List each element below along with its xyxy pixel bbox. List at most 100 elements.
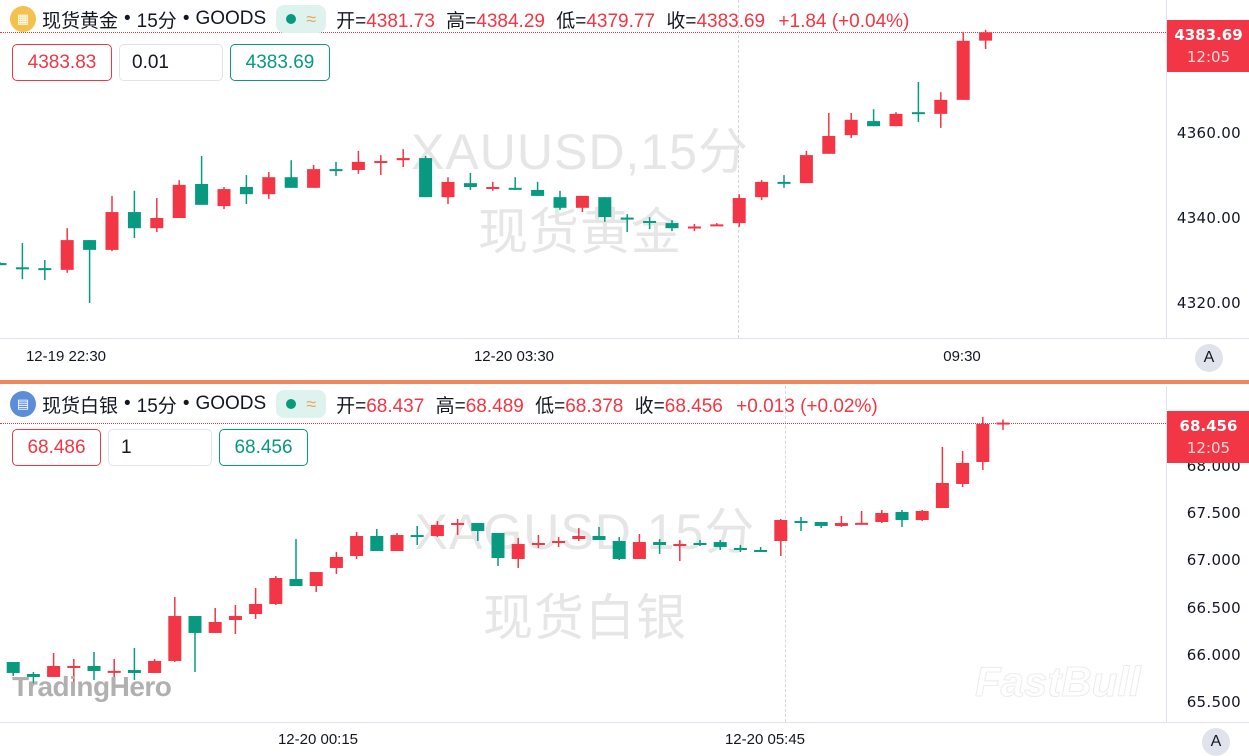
candle: [195, 155, 209, 205]
silver-candles: [6, 416, 1010, 689]
candle: [208, 607, 222, 633]
candle-body: [26, 674, 40, 677]
candle-body: [915, 511, 929, 521]
candle: [552, 537, 566, 547]
source: GOODS: [195, 393, 267, 414]
source: GOODS: [195, 8, 267, 29]
candle: [463, 172, 477, 190]
ohlc-values: 开=4381.73 高=4384.29 低=4379.77 收=4383.69 …: [336, 6, 909, 33]
time-axis[interactable]: 12-19 22:30 12-20 03:30 09:30 A: [0, 338, 1249, 380]
candle: [329, 161, 343, 176]
candle-body: [687, 226, 701, 229]
interval[interactable]: 15分: [136, 10, 177, 32]
last-price: 68.456: [1179, 416, 1238, 435]
candle: [612, 537, 626, 561]
candle: [105, 195, 119, 252]
candle: [284, 160, 298, 188]
candle-body: [653, 542, 667, 545]
auto-scale-button[interactable]: A: [1202, 728, 1230, 756]
sell-button[interactable]: 68.486: [12, 429, 101, 466]
candle-body: [127, 212, 141, 229]
candle-body: [889, 113, 903, 127]
candle-body: [350, 535, 364, 557]
candle-body: [329, 556, 343, 568]
candle-body: [195, 184, 209, 205]
time-axis[interactable]: 12-20 00:15 12-20 05:45 A: [0, 722, 1249, 756]
candle-body: [511, 544, 525, 559]
quantity-input[interactable]: 0.01: [119, 44, 223, 81]
candle-body: [0, 263, 7, 266]
price-tick-label: 65.500: [1186, 693, 1241, 712]
candle: [531, 181, 545, 196]
pane-separator[interactable]: [0, 380, 1249, 384]
quantity-input[interactable]: 1: [108, 429, 212, 466]
candle-body: [430, 525, 444, 536]
fastbull-logo: FastBull: [975, 658, 1142, 706]
candle: [419, 155, 433, 198]
candle-body: [307, 169, 321, 188]
price-tick-label: 4340.00: [1176, 209, 1241, 227]
candle: [814, 521, 828, 529]
candle-body: [309, 572, 323, 587]
candle: [673, 539, 687, 561]
order-panel: 68.486 1 68.456: [12, 429, 308, 466]
candle: [396, 149, 410, 167]
candle: [710, 223, 724, 227]
candle-body: [592, 535, 606, 540]
candle: [531, 535, 545, 549]
candle-body: [83, 240, 97, 250]
candle-body: [491, 532, 505, 559]
candle-body: [855, 522, 869, 525]
symbol-name[interactable]: 现货黄金: [42, 10, 119, 32]
candle: [491, 532, 505, 566]
candle-body: [733, 548, 747, 551]
candle-body: [895, 511, 909, 521]
bar-countdown: 12:05: [1186, 438, 1231, 457]
candle-body: [632, 542, 646, 559]
candle: [834, 516, 848, 528]
price-axis[interactable]: 4320.00 4340.00 4360.00 4383.69 12:05: [1166, 0, 1249, 338]
ohlc-values: 开=68.437 高=68.489 低=68.378 收=68.456 +0.0…: [336, 391, 878, 418]
candle: [687, 223, 701, 232]
candle-body: [531, 542, 545, 545]
low-label: 低=: [535, 395, 566, 417]
current-price-line: [0, 32, 1166, 34]
interval[interactable]: 15分: [136, 395, 177, 417]
candle: [67, 658, 81, 689]
separator-dot: •: [182, 393, 190, 414]
name-watermark: 现货白银: [483, 590, 687, 646]
buy-button[interactable]: 68.456: [219, 429, 308, 466]
open-value: 68.437: [366, 395, 425, 417]
candle-body: [552, 541, 566, 544]
candle-body: [934, 99, 948, 114]
silver-plot-area[interactable]: XAGUSD,15分 现货白银 TradingHero FastBull: [0, 386, 1166, 722]
price-axis[interactable]: 65.500 66.000 66.500 67.000 67.500 68.000 68.…: [1166, 386, 1249, 722]
wave-icon: ≈: [306, 393, 317, 414]
candle: [107, 658, 121, 682]
high-label: 高=: [446, 10, 477, 32]
sell-button[interactable]: 4383.83: [12, 44, 112, 81]
candle-body: [249, 604, 263, 615]
legend-header: ▤ 现货白银 • 15分 • GOODS ≈ 开=68.437 高=68.489…: [10, 390, 878, 418]
market-status-pill[interactable]: ≈: [276, 390, 327, 418]
candle-body: [239, 186, 253, 195]
gold-chart-pane[interactable]: XAUUSD,15分 现货黄金 ▦ 现货黄金 • 15分 • GOODS ≈ 开…: [0, 0, 1249, 380]
candle: [915, 509, 929, 522]
last-price: 4383.69: [1174, 26, 1243, 45]
silver-chart-pane[interactable]: XAGUSD,15分 现货白银 TradingHero FastBull ▤ 现…: [0, 386, 1249, 756]
market-status-pill[interactable]: ≈: [276, 5, 327, 33]
low-label: 低=: [556, 10, 587, 32]
candle-body: [732, 198, 746, 224]
candle: [693, 539, 707, 547]
candle: [844, 113, 858, 139]
buy-button[interactable]: 4383.69: [230, 44, 330, 81]
candle-body: [6, 661, 20, 673]
close-value: 4383.69: [696, 10, 766, 32]
candle-body: [612, 541, 626, 559]
close-label: 收=: [666, 10, 697, 32]
auto-scale-button[interactable]: A: [1195, 344, 1223, 372]
gold-plot-area[interactable]: XAUUSD,15分 现货黄金: [0, 0, 1166, 338]
candle-body: [486, 186, 500, 189]
candle: [148, 658, 162, 673]
symbol-name[interactable]: 现货白银: [42, 395, 119, 417]
